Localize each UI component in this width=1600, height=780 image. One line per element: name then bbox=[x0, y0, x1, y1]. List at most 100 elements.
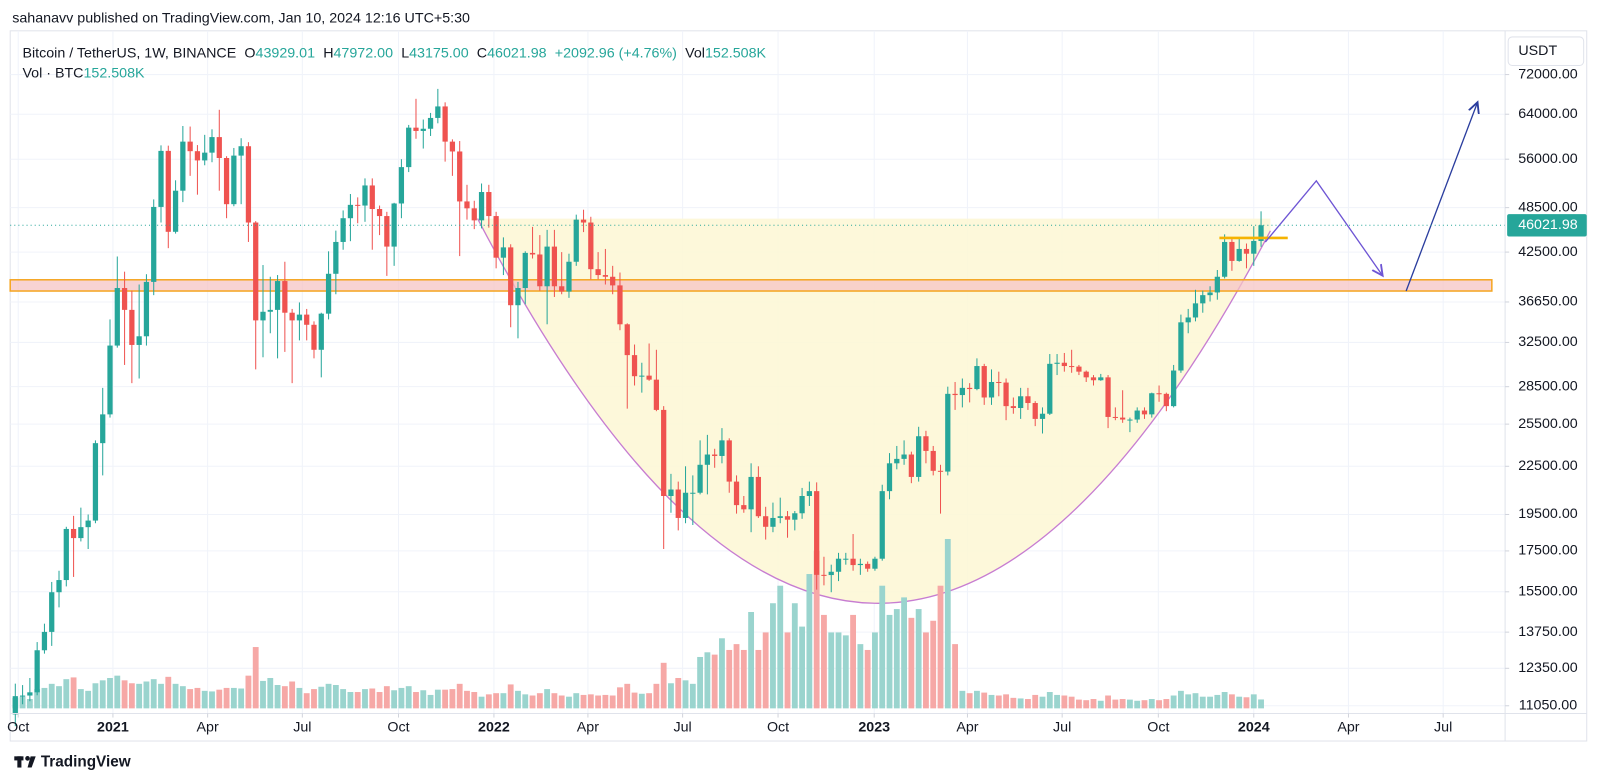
candle-body bbox=[763, 516, 769, 527]
volume-bar bbox=[675, 677, 682, 709]
candle-body bbox=[333, 241, 339, 274]
candle-body bbox=[770, 517, 776, 527]
volume-bar bbox=[544, 689, 551, 709]
candle-body bbox=[1236, 248, 1242, 261]
candle-body bbox=[814, 491, 820, 575]
candle-body bbox=[916, 436, 922, 477]
volume-bar bbox=[383, 686, 390, 709]
candle-body bbox=[850, 558, 856, 566]
candle-body bbox=[806, 491, 812, 496]
candle-body bbox=[151, 206, 157, 282]
candle-body bbox=[508, 247, 514, 306]
candle-body bbox=[923, 436, 929, 451]
resistance-band bbox=[9, 279, 1493, 292]
candle-body bbox=[1098, 377, 1104, 381]
volume-bar bbox=[340, 689, 347, 709]
brand: TradingView bbox=[41, 753, 131, 770]
volume-bar bbox=[930, 620, 937, 709]
volume-bar bbox=[1134, 700, 1141, 709]
y-tick-label: 22500.00 bbox=[1518, 458, 1578, 474]
candle-body bbox=[1003, 382, 1009, 407]
volume-bar bbox=[427, 694, 434, 709]
candle-body bbox=[289, 312, 295, 321]
volume-bar bbox=[704, 652, 711, 709]
symbol: Bitcoin / TetherUS, 1W, BINANCE bbox=[22, 45, 236, 61]
volume-bar bbox=[332, 685, 339, 709]
volume-bar bbox=[464, 690, 470, 709]
candle-body bbox=[967, 387, 973, 390]
candle-body bbox=[988, 381, 995, 398]
volume-bar bbox=[26, 699, 33, 709]
candle-body bbox=[952, 393, 958, 396]
volume-bar bbox=[668, 683, 674, 709]
candle-body bbox=[274, 281, 281, 310]
volume-bar bbox=[937, 585, 944, 709]
volume-bar bbox=[267, 677, 274, 709]
cup-curve bbox=[476, 218, 1271, 604]
candle-body bbox=[49, 592, 55, 632]
candle-body bbox=[376, 209, 383, 217]
candle-body bbox=[755, 476, 762, 517]
volume-bar bbox=[995, 695, 1002, 709]
candle-body bbox=[253, 222, 259, 321]
candle-body bbox=[624, 324, 630, 356]
candle-body bbox=[668, 489, 674, 496]
legend-item: 43175.00 bbox=[409, 45, 469, 61]
legend-item: O bbox=[244, 45, 255, 61]
volume-bar bbox=[158, 683, 164, 709]
candle-body bbox=[588, 222, 594, 270]
candle-body bbox=[1105, 377, 1111, 417]
volume-bar bbox=[281, 686, 288, 709]
volume-bar bbox=[420, 690, 427, 709]
volume-bar bbox=[842, 635, 849, 709]
candle-body bbox=[675, 489, 681, 518]
candle-body bbox=[981, 366, 987, 398]
volume-bar bbox=[587, 694, 594, 709]
candle-body bbox=[267, 309, 273, 312]
candle-body bbox=[362, 185, 368, 206]
volume-bar bbox=[1192, 693, 1199, 709]
candle-body bbox=[1032, 403, 1038, 419]
volume-bar bbox=[1243, 697, 1250, 709]
volume-bar bbox=[1127, 699, 1133, 709]
legend-item: Vol bbox=[685, 45, 705, 61]
volume-bar bbox=[216, 689, 223, 709]
candle-body bbox=[544, 246, 550, 287]
legend-item: 46021.98 bbox=[487, 45, 547, 61]
candle-body bbox=[1192, 303, 1199, 318]
volume-bar bbox=[638, 693, 645, 709]
volume-bar bbox=[777, 585, 784, 709]
x-tick-label: 2022 bbox=[478, 720, 510, 736]
candle-body bbox=[406, 127, 412, 168]
volume-bar bbox=[114, 675, 121, 709]
candle-body bbox=[1090, 377, 1097, 381]
volume-bar bbox=[48, 683, 55, 709]
candle-body bbox=[712, 454, 718, 456]
volume-bar bbox=[1054, 694, 1060, 709]
candle-body bbox=[908, 454, 914, 477]
candle-body bbox=[661, 409, 667, 496]
volume-bar bbox=[347, 692, 354, 709]
volume-bar bbox=[522, 694, 529, 709]
volume-bar bbox=[536, 693, 543, 709]
volume-bar bbox=[70, 677, 77, 709]
candle-body bbox=[129, 309, 135, 345]
candle-body bbox=[355, 204, 361, 206]
volume-bar bbox=[1170, 695, 1177, 709]
candle-body bbox=[1039, 413, 1046, 419]
volume-bar bbox=[376, 692, 383, 709]
y-tick-label: 11050.00 bbox=[1519, 698, 1578, 714]
volume-bar bbox=[908, 617, 915, 709]
candle-body bbox=[522, 252, 528, 289]
x-tick-label: Apr bbox=[577, 720, 599, 736]
currency-box[interactable] bbox=[1507, 36, 1585, 67]
candle-body bbox=[1069, 366, 1075, 368]
legend-item: C bbox=[477, 45, 487, 61]
volume-bar bbox=[260, 680, 266, 709]
volume-bar bbox=[296, 687, 303, 709]
candle-body bbox=[1243, 248, 1250, 254]
volume-bar bbox=[41, 687, 48, 709]
candle-body bbox=[1214, 276, 1220, 293]
candle-body bbox=[231, 155, 237, 205]
volume-bar bbox=[143, 681, 150, 709]
